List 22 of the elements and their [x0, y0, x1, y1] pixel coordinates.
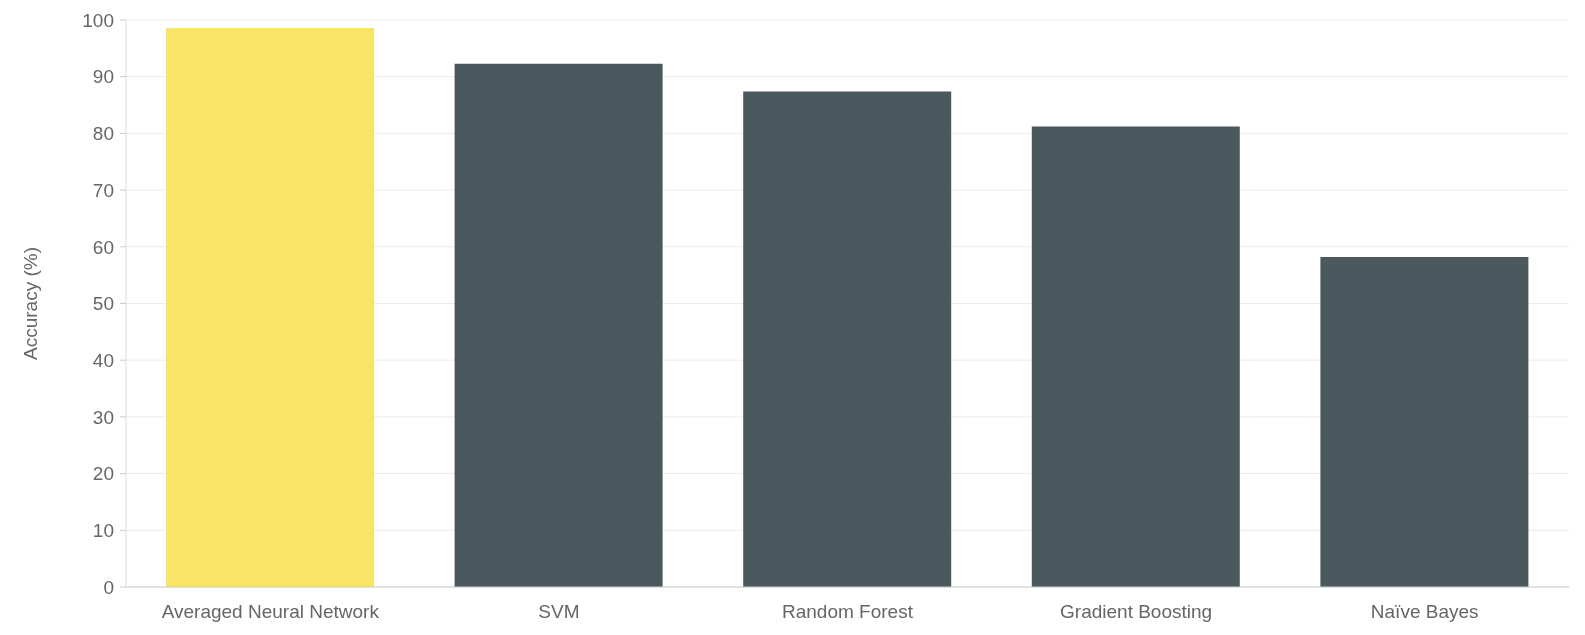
x-tick-label: Naïve Bayes	[1370, 601, 1479, 623]
x-tick-label: Random Forest	[782, 601, 914, 623]
y-tick-label: 30	[92, 406, 114, 428]
y-tick-label: 20	[92, 463, 114, 485]
x-tick-label: SVM	[538, 601, 580, 623]
y-tick-label: 100	[82, 9, 114, 31]
bar	[1320, 257, 1529, 587]
y-tick-label: 40	[92, 349, 114, 371]
y-tick-label: 80	[92, 123, 114, 145]
bar	[166, 27, 374, 587]
bar	[454, 63, 663, 587]
y-tick-label: 90	[92, 66, 114, 88]
y-tick-label: 70	[92, 179, 114, 201]
x-tick-label: Averaged Neural Network	[161, 601, 380, 623]
bar	[1031, 126, 1240, 587]
y-tick-label: 60	[92, 236, 114, 258]
bar	[743, 91, 952, 587]
x-tick-label: Gradient Boosting	[1060, 601, 1213, 623]
y-tick-label: 0	[103, 576, 114, 598]
y-tick-label: 10	[92, 520, 114, 542]
y-tick-label: 50	[92, 293, 114, 315]
y-axis-title: Accuracy (%)	[19, 247, 41, 360]
